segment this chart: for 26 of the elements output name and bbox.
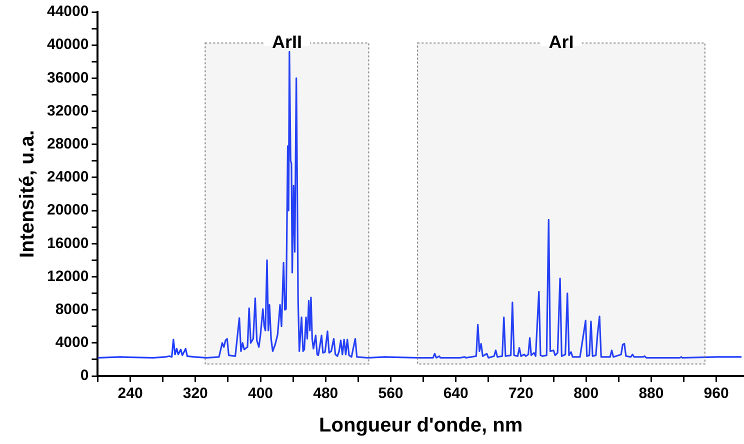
band-label: ArI <box>548 32 574 52</box>
y-tick-label: 8000 <box>55 300 89 318</box>
y-tick-label: 4000 <box>55 334 89 352</box>
y-tick-label: 24000 <box>46 168 89 186</box>
y-axis-title: Intensité, u.a. <box>16 130 39 258</box>
x-axis-title: Longueur d'onde, nm <box>319 414 523 437</box>
x-tick-label: 400 <box>248 385 274 402</box>
y-tick-label: 12000 <box>46 268 89 285</box>
x-tick-label: 960 <box>704 385 729 402</box>
x-tick-label: 320 <box>182 385 208 402</box>
y-tick-label: 44000 <box>46 3 89 20</box>
y-tick-label: 16000 <box>46 234 89 252</box>
x-tick-label: 560 <box>378 385 404 402</box>
x-tick-label: 880 <box>638 385 664 402</box>
y-tick-label: 28000 <box>46 136 89 153</box>
band-label: ArII <box>272 32 302 52</box>
x-tick-label: 480 <box>313 385 338 402</box>
x-tick-label: 240 <box>118 385 143 402</box>
x-tick-label: 640 <box>443 385 468 402</box>
x-tick-label: 720 <box>508 385 534 402</box>
x-tick-label: 800 <box>574 385 599 402</box>
y-tick-label: 40000 <box>46 36 89 54</box>
y-tick-label: 0 <box>80 367 89 384</box>
y-tick-label: 32000 <box>46 102 89 120</box>
y-tick-label: 20000 <box>46 202 89 219</box>
y-tick-label: 36000 <box>46 69 89 86</box>
